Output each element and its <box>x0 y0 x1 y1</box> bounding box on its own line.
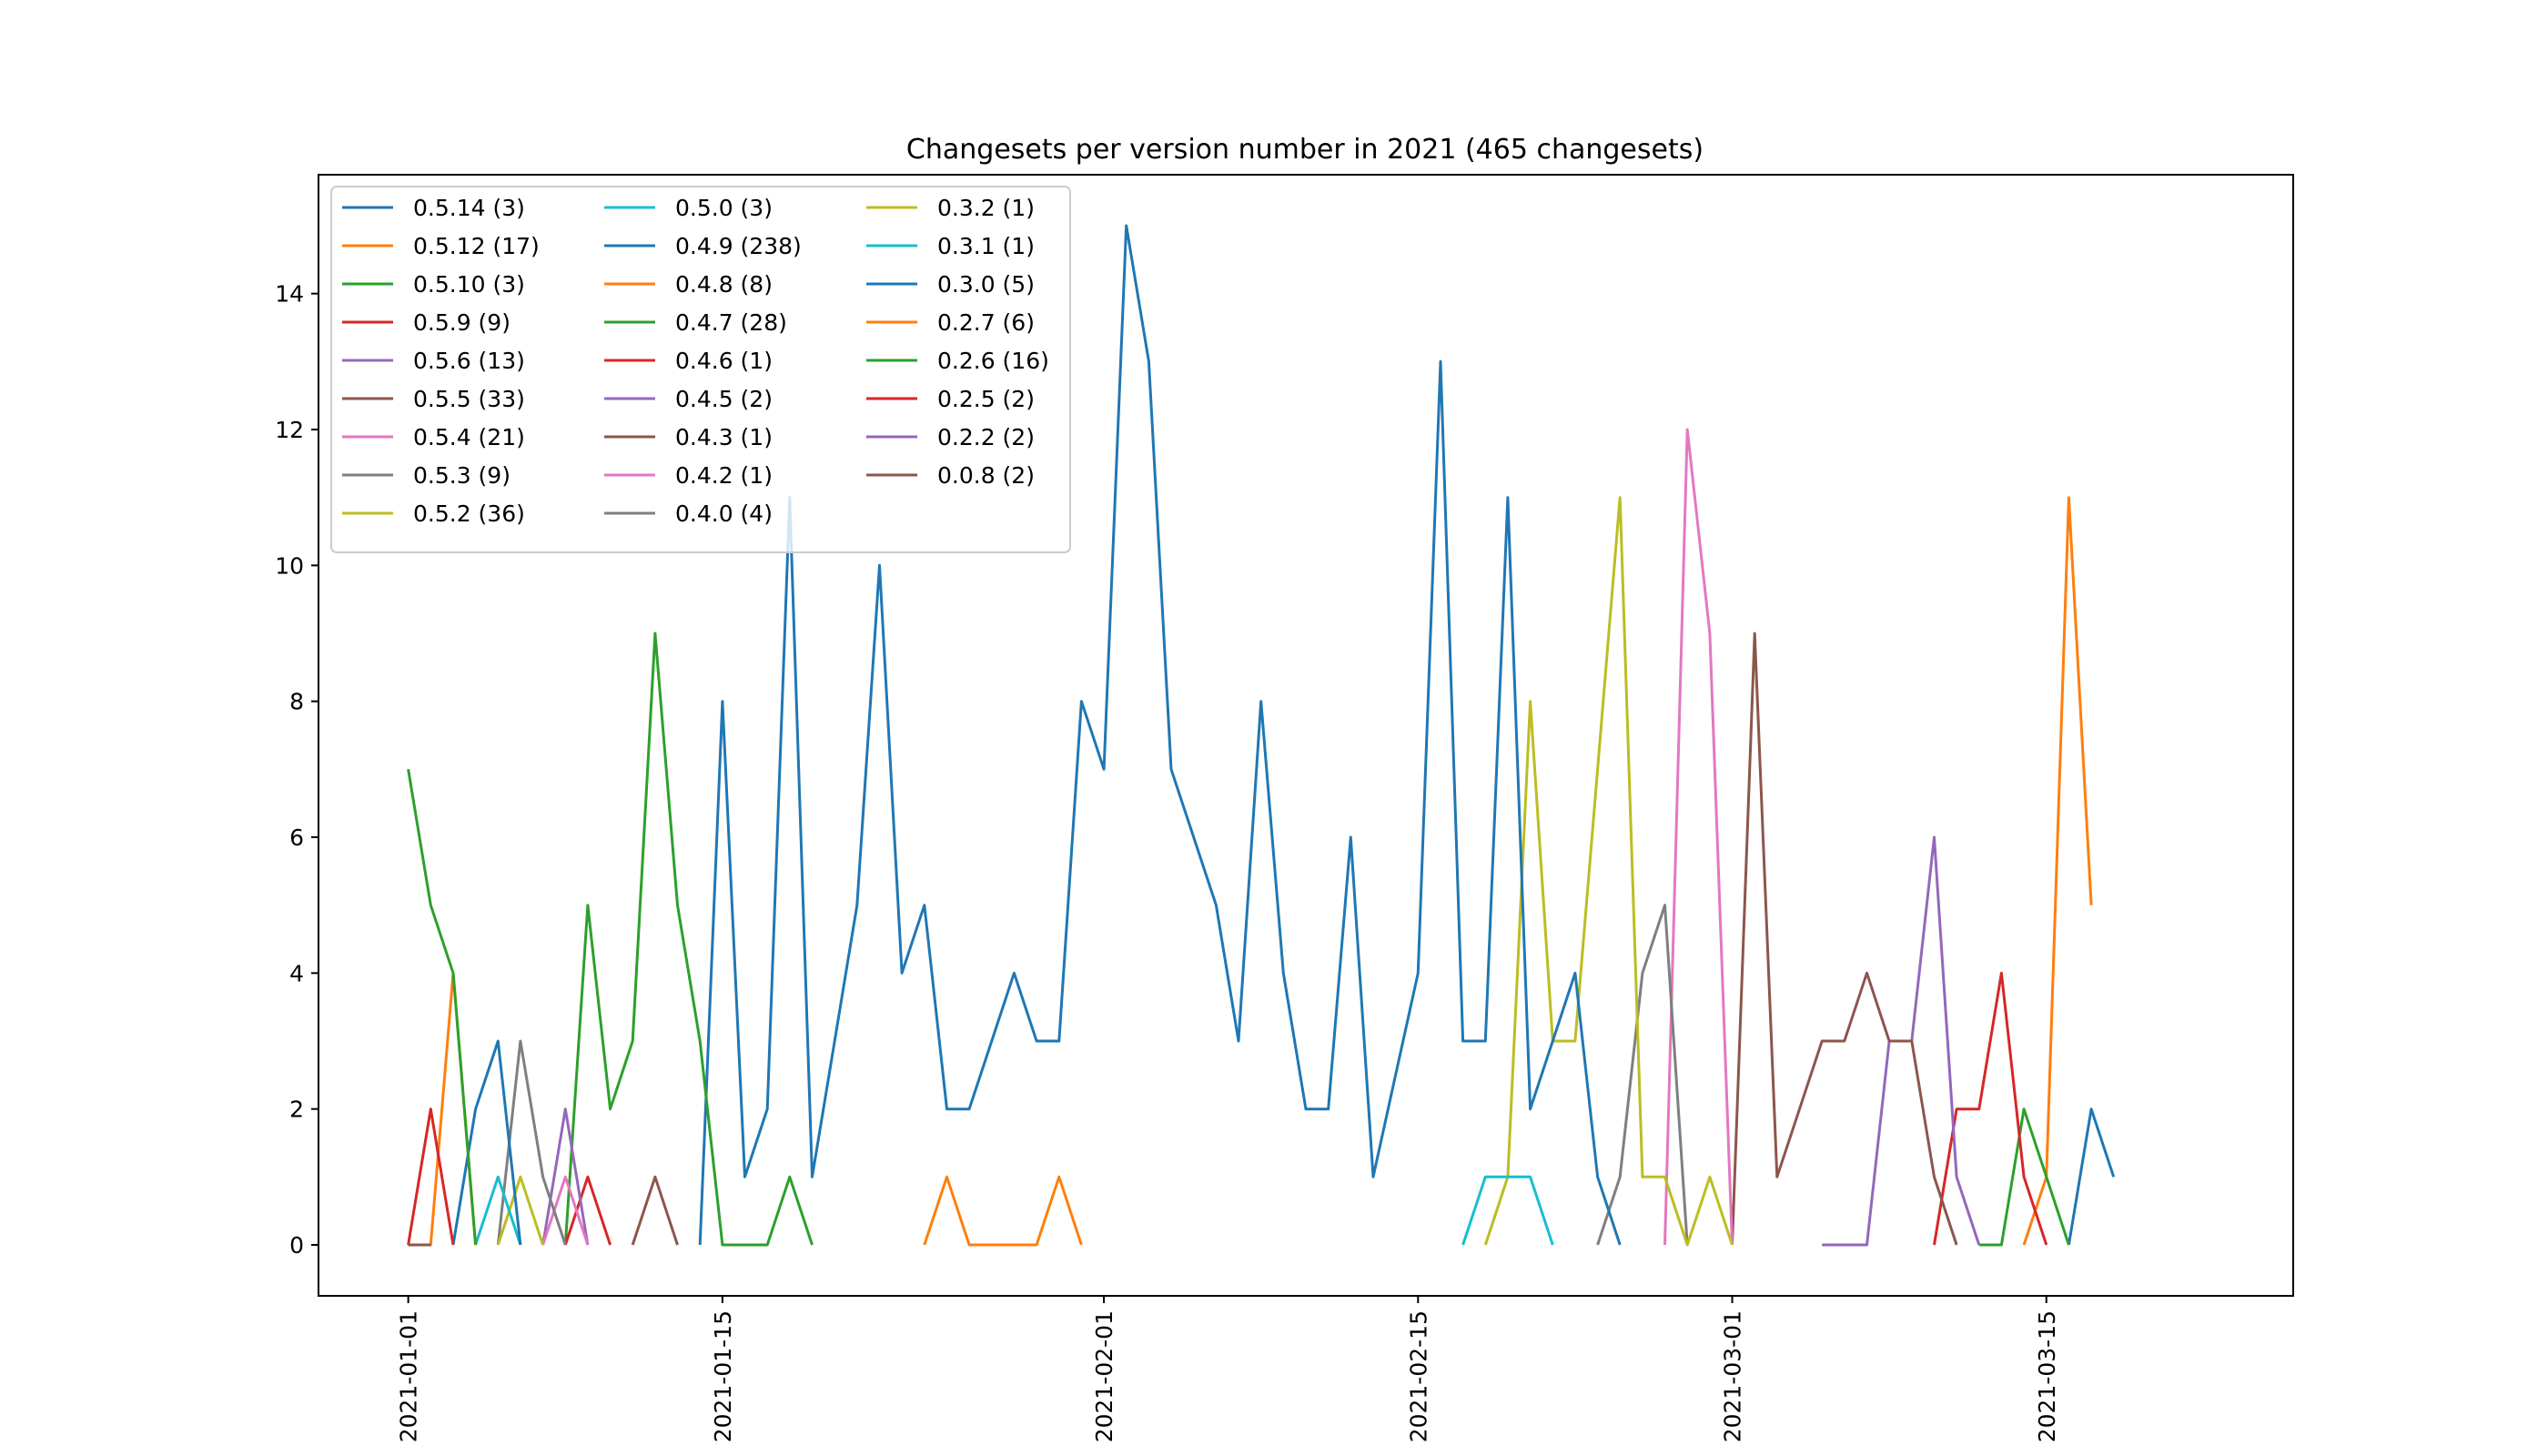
legend-label-17: 0.4.0 (4) <box>675 500 773 527</box>
chart-title: Changesets per version number in 2021 (4… <box>906 134 1704 166</box>
series-line-2 <box>1978 1107 2070 1247</box>
legend-label-14: 0.4.5 (2) <box>675 386 773 412</box>
series-line-13 <box>563 1175 612 1246</box>
series-line-18 <box>496 1175 545 1246</box>
plot-frame <box>318 174 2294 1297</box>
series-line-5 <box>1731 632 1958 1246</box>
legend-label-20: 0.3.0 (5) <box>937 271 1035 298</box>
x-axis: 2021-01-01 2021-01-15 2021-02-01 2021-02-15… <box>396 1296 2060 1442</box>
x-tick-label-4: 2021-03-01 <box>1720 1310 1746 1442</box>
series-line-0 <box>2067 1107 2116 1246</box>
legend-label-19: 0.3.1 (1) <box>937 233 1035 259</box>
legend-label-4: 0.5.6 (13) <box>413 348 525 374</box>
legend-label-25: 0.0.8 (2) <box>937 462 1035 489</box>
series-line-23 <box>407 1107 455 1246</box>
series-line-12 <box>563 632 814 1247</box>
series-line-20 <box>451 1039 522 1246</box>
y-tick-label-1: 2 <box>289 1097 304 1123</box>
series-line-8 <box>1483 496 1734 1247</box>
legend-label-24: 0.2.2 (2) <box>937 424 1035 450</box>
legend-label-6: 0.5.4 (21) <box>413 424 525 450</box>
series-line-10 <box>698 224 1622 1246</box>
x-tick-label-2: 2021-02-01 <box>1091 1310 1117 1442</box>
legend-label-23: 0.2.5 (2) <box>937 386 1035 412</box>
y-tick-label-5: 10 <box>275 552 304 579</box>
legend-label-13: 0.4.6 (1) <box>675 348 773 374</box>
series-line-6 <box>1663 428 1734 1246</box>
series-line-15 <box>631 1175 679 1246</box>
legend: 0.5.14 (3) 0.5.12 (17) 0.5.10 (3) 0.5.9 (9)… <box>330 186 1071 553</box>
legend-label-7: 0.5.3 (9) <box>413 462 511 489</box>
x-tick-label-1: 2021-01-15 <box>710 1310 736 1442</box>
y-tick-label-3: 6 <box>289 824 304 851</box>
legend-label-9: 0.5.0 (3) <box>675 195 773 221</box>
series-line-11 <box>923 1175 1083 1247</box>
legend-label-21: 0.2.7 (6) <box>937 309 1035 336</box>
legend-label-0: 0.5.14 (3) <box>413 195 525 221</box>
y-tick-label-0: 0 <box>289 1232 304 1259</box>
series-line-7 <box>1596 904 1689 1246</box>
legend-label-8: 0.5.2 (36) <box>413 500 525 527</box>
x-tick-label-3: 2021-02-15 <box>1405 1310 1431 1442</box>
x-tick-label-5: 2021-03-15 <box>2034 1310 2060 1442</box>
series-line-19 <box>474 1175 522 1246</box>
legend-label-11: 0.4.8 (8) <box>675 271 773 298</box>
legend-label-1: 0.5.12 (17) <box>413 233 540 259</box>
legend-label-16: 0.4.2 (1) <box>675 462 773 489</box>
legend-label-5: 0.5.5 (33) <box>413 386 525 412</box>
legend-label-18: 0.3.2 (1) <box>937 195 1035 221</box>
y-axis: 0 2 4 6 8 10 12 14 <box>275 281 318 1259</box>
y-tick-label-6: 12 <box>275 417 304 443</box>
legend-label-3: 0.5.9 (9) <box>413 309 511 336</box>
legend-label-22: 0.2.6 (16) <box>937 348 1049 374</box>
x-tick-label-0: 2021-01-01 <box>396 1310 422 1442</box>
series-line-16 <box>541 1175 590 1246</box>
legend-label-15: 0.4.3 (1) <box>675 424 773 450</box>
y-tick-label-4: 8 <box>289 689 304 715</box>
y-tick-label-7: 14 <box>275 281 304 308</box>
series-lines <box>407 224 2116 1247</box>
legend-label-12: 0.4.7 (28) <box>675 309 787 336</box>
y-tick-label-2: 4 <box>289 960 304 986</box>
legend-label-10: 0.4.9 (238) <box>675 233 802 259</box>
series-line-9 <box>1461 1175 1554 1246</box>
legend-label-2: 0.5.10 (3) <box>413 271 525 298</box>
series-line-22 <box>407 769 478 1246</box>
legend-box <box>330 186 1071 553</box>
